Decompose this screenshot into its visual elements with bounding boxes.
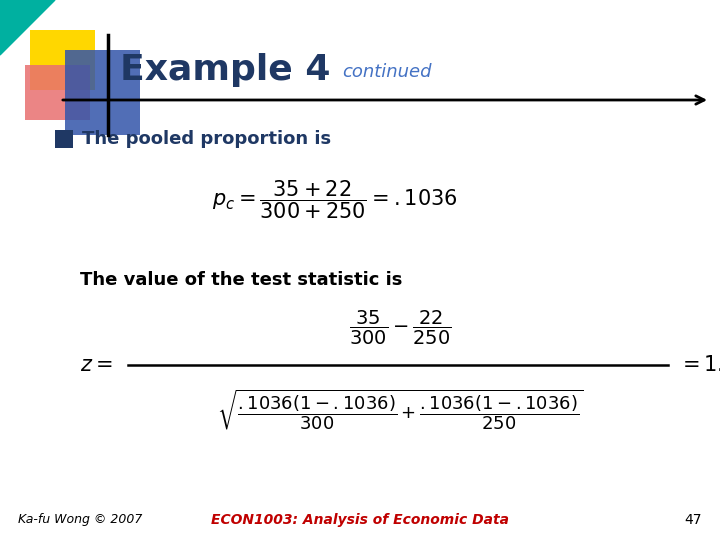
Text: $p_c = \dfrac{35+22}{300+250} = .1036$: $p_c = \dfrac{35+22}{300+250} = .1036$	[212, 179, 458, 221]
Text: 47: 47	[685, 513, 702, 527]
Text: continued: continued	[342, 63, 431, 81]
Text: Ka-fu Wong © 2007: Ka-fu Wong © 2007	[18, 514, 143, 526]
Text: $\dfrac{35}{300} - \dfrac{22}{250}$: $\dfrac{35}{300} - \dfrac{22}{250}$	[348, 309, 451, 347]
Text: $= 1.10$: $= 1.10$	[678, 355, 720, 375]
Bar	[65, 50, 140, 135]
Text: Example 4: Example 4	[120, 53, 330, 87]
Bar	[55, 130, 73, 148]
Text: The pooled proportion is: The pooled proportion is	[82, 130, 331, 148]
Text: $\sqrt{\dfrac{.1036(1-.1036)}{300} + \dfrac{.1036(1-.1036)}{250}}$: $\sqrt{\dfrac{.1036(1-.1036)}{300} + \df…	[217, 388, 583, 432]
Text: The value of the test statistic is: The value of the test statistic is	[80, 271, 402, 289]
Text: $z = $: $z = $	[80, 355, 112, 375]
Text: ECON1003: Analysis of Economic Data: ECON1003: Analysis of Economic Data	[211, 513, 509, 527]
Bar	[30, 30, 95, 90]
Polygon shape	[0, 0, 55, 55]
Bar	[25, 65, 90, 120]
